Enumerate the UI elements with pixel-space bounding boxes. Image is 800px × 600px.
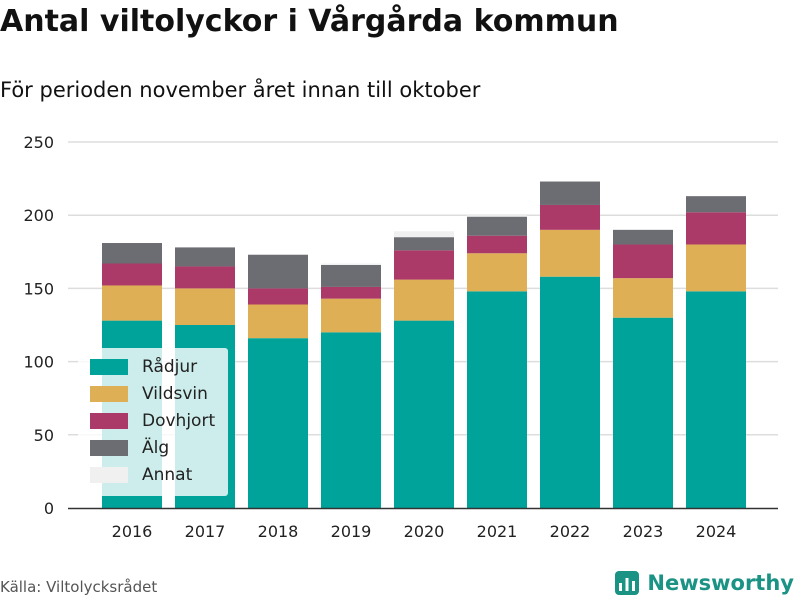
- bar-2023-Älg[interactable]: [613, 229, 673, 245]
- bar-2021-Älg[interactable]: [467, 216, 527, 236]
- x-axis-ticks: 2016 2017 2018 2019 2020 2021 2022 2023 2024: [68, 507, 778, 541]
- legend: Rådjur Vildsvin Dovhjort Älg Annat: [78, 348, 228, 496]
- bar-2021-Vildsvin[interactable]: [467, 253, 527, 292]
- legend-item-vildsvin[interactable]: Vildsvin: [90, 383, 208, 405]
- bar-2023-Dovhjort[interactable]: [613, 244, 673, 279]
- bar-2016-Vildsvin[interactable]: [102, 285, 162, 321]
- bar-2020-Annat[interactable]: [394, 231, 454, 238]
- bar-2021-Dovhjort[interactable]: [467, 235, 527, 254]
- bar-2020-Dovhjort[interactable]: [394, 250, 454, 280]
- bar-2024-Älg[interactable]: [686, 196, 746, 213]
- legend-swatch: [90, 440, 128, 456]
- legend-swatch: [90, 386, 128, 402]
- x-tick-label: 2019: [331, 522, 372, 541]
- bar-2017-Älg[interactable]: [175, 247, 235, 267]
- legend-label: Annat: [142, 465, 193, 485]
- bar-2020-Rådjur[interactable]: [394, 320, 454, 508]
- bar-2017-Dovhjort[interactable]: [175, 266, 235, 289]
- legend-swatch: [90, 467, 128, 483]
- bar-2019-Älg[interactable]: [321, 264, 381, 287]
- y-tick-label: 50: [34, 426, 54, 445]
- bar-2020-Älg[interactable]: [394, 237, 454, 251]
- y-tick-label: 200: [23, 206, 54, 225]
- bar-2018-Rådjur[interactable]: [248, 338, 308, 508]
- bar-2018-Vildsvin[interactable]: [248, 304, 308, 339]
- bar-2020-Vildsvin[interactable]: [394, 279, 454, 321]
- bar-2016-Dovhjort[interactable]: [102, 263, 162, 286]
- bar-2023-Rådjur[interactable]: [613, 317, 673, 508]
- bar-2022-Dovhjort[interactable]: [540, 204, 600, 230]
- x-tick-label: 2016: [112, 522, 153, 541]
- legend-item-radjur[interactable]: Rådjur: [90, 356, 197, 378]
- legend-swatch: [90, 413, 128, 429]
- bar-2016-Älg[interactable]: [102, 243, 162, 264]
- chart-title: Antal viltolyckor i Vårgårda kommun: [0, 4, 619, 39]
- bar-2021-Rådjur[interactable]: [467, 291, 527, 508]
- x-tick-label: 2018: [258, 522, 299, 541]
- legend-label: Rådjur: [142, 357, 198, 377]
- bar-2018-Älg[interactable]: [248, 254, 308, 289]
- bar-2024-Vildsvin[interactable]: [686, 244, 746, 292]
- y-tick-label: 0: [44, 499, 54, 518]
- y-tick-label: 250: [23, 133, 54, 152]
- bar-2023-Vildsvin[interactable]: [613, 278, 673, 318]
- legend-item-alg[interactable]: Älg: [90, 437, 169, 459]
- legend-label: Dovhjort: [142, 411, 216, 431]
- newsworthy-logo-icon: [615, 571, 640, 595]
- bar-2022-Älg[interactable]: [540, 181, 600, 205]
- bar-2021-Annat[interactable]: [467, 215, 527, 217]
- chart-subtitle: För perioden november året innan till ok…: [0, 78, 481, 102]
- bar-2019-Rådjur[interactable]: [321, 332, 381, 508]
- y-tick-label: 150: [23, 279, 54, 298]
- brand-label: Newsworthy: [647, 571, 794, 595]
- x-tick-label: 2022: [550, 522, 591, 541]
- x-tick-label: 2020: [404, 522, 445, 541]
- bar-2018-Dovhjort[interactable]: [248, 288, 308, 305]
- bar-2019-Dovhjort[interactable]: [321, 286, 381, 299]
- bar-2017-Vildsvin[interactable]: [175, 288, 235, 325]
- legend-label: Älg: [142, 438, 170, 458]
- bar-2024-Dovhjort[interactable]: [686, 212, 746, 245]
- brand[interactable]: Newsworthy: [615, 568, 794, 598]
- bar-2022-Vildsvin[interactable]: [540, 229, 600, 277]
- x-tick-label: 2023: [623, 522, 664, 541]
- y-tick-label: 100: [23, 353, 54, 372]
- legend-item-dovhjort[interactable]: Dovhjort: [90, 410, 215, 432]
- bar-2019-Vildsvin[interactable]: [321, 298, 381, 333]
- x-tick-label: 2017: [185, 522, 226, 541]
- legend-label: Vildsvin: [142, 384, 208, 404]
- y-axis-ticks: 0 50 100 150 200 250: [23, 133, 54, 518]
- x-tick-label: 2021: [477, 522, 518, 541]
- bar-2022-Rådjur[interactable]: [540, 276, 600, 508]
- legend-swatch: [90, 359, 128, 375]
- x-tick-label: 2024: [696, 522, 737, 541]
- bar-2019-Annat[interactable]: [321, 263, 381, 265]
- bar-2024-Rådjur[interactable]: [686, 291, 746, 508]
- legend-item-annat[interactable]: Annat: [90, 464, 192, 486]
- source-note: Källa: Viltolycksrådet: [0, 578, 158, 596]
